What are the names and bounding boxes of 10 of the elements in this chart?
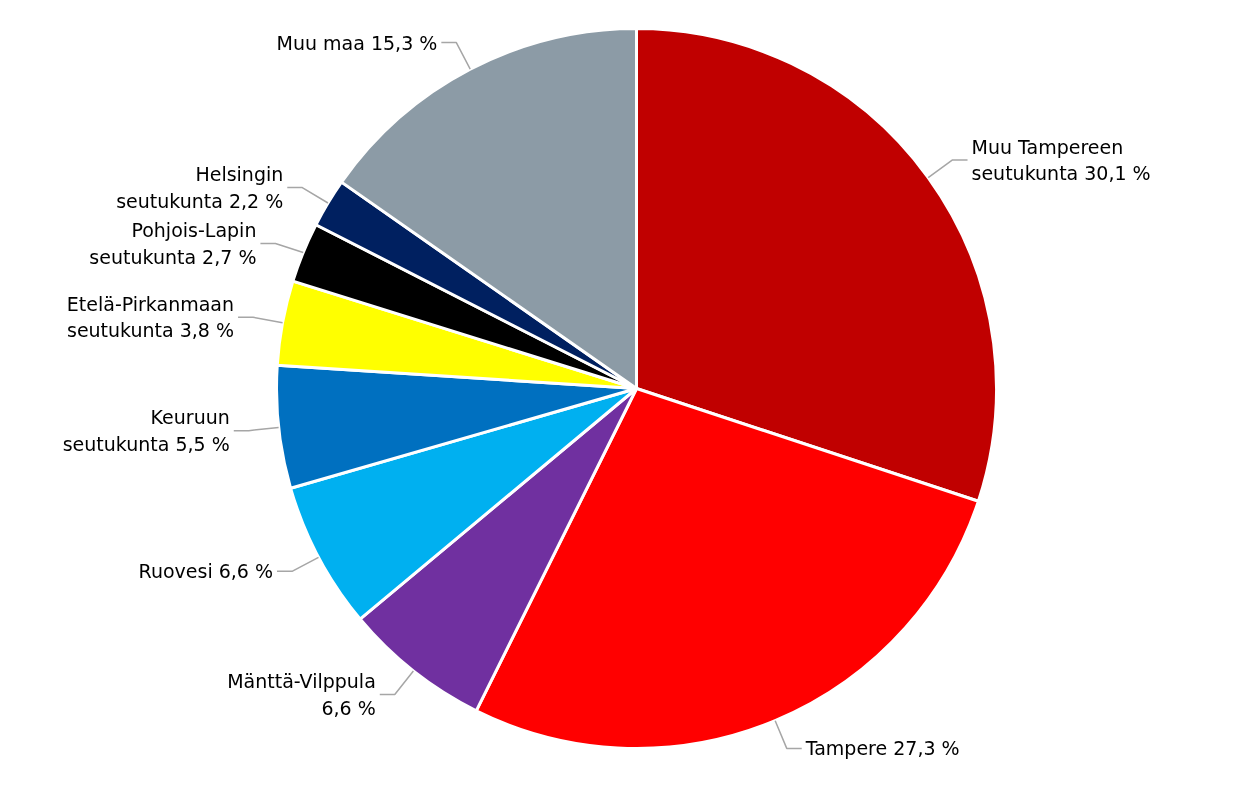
slice-label: Muu Tampereen seutukunta 30,1 % (971, 135, 1151, 185)
slice-label: Keuruun seutukunta 5,5 % (62, 406, 230, 455)
slice-label: Helsingin seutukunta 2,2 % (116, 163, 284, 212)
slice-label: Mänttä-Vilppula (227, 670, 376, 693)
slice-label: Pohjois-Lapin seutukunta 2,7 % (89, 219, 257, 268)
slice-label: Ruovesi 6,6 % (138, 560, 274, 583)
slice-label: Muu maa 15,3 % (276, 31, 438, 54)
slice-label: Tampere 27,3 % (804, 737, 960, 760)
slice-label: Etelä-Pirkanmaan seutukunta 3,8 % (66, 293, 235, 342)
data-label: 6,6 % (321, 696, 376, 719)
